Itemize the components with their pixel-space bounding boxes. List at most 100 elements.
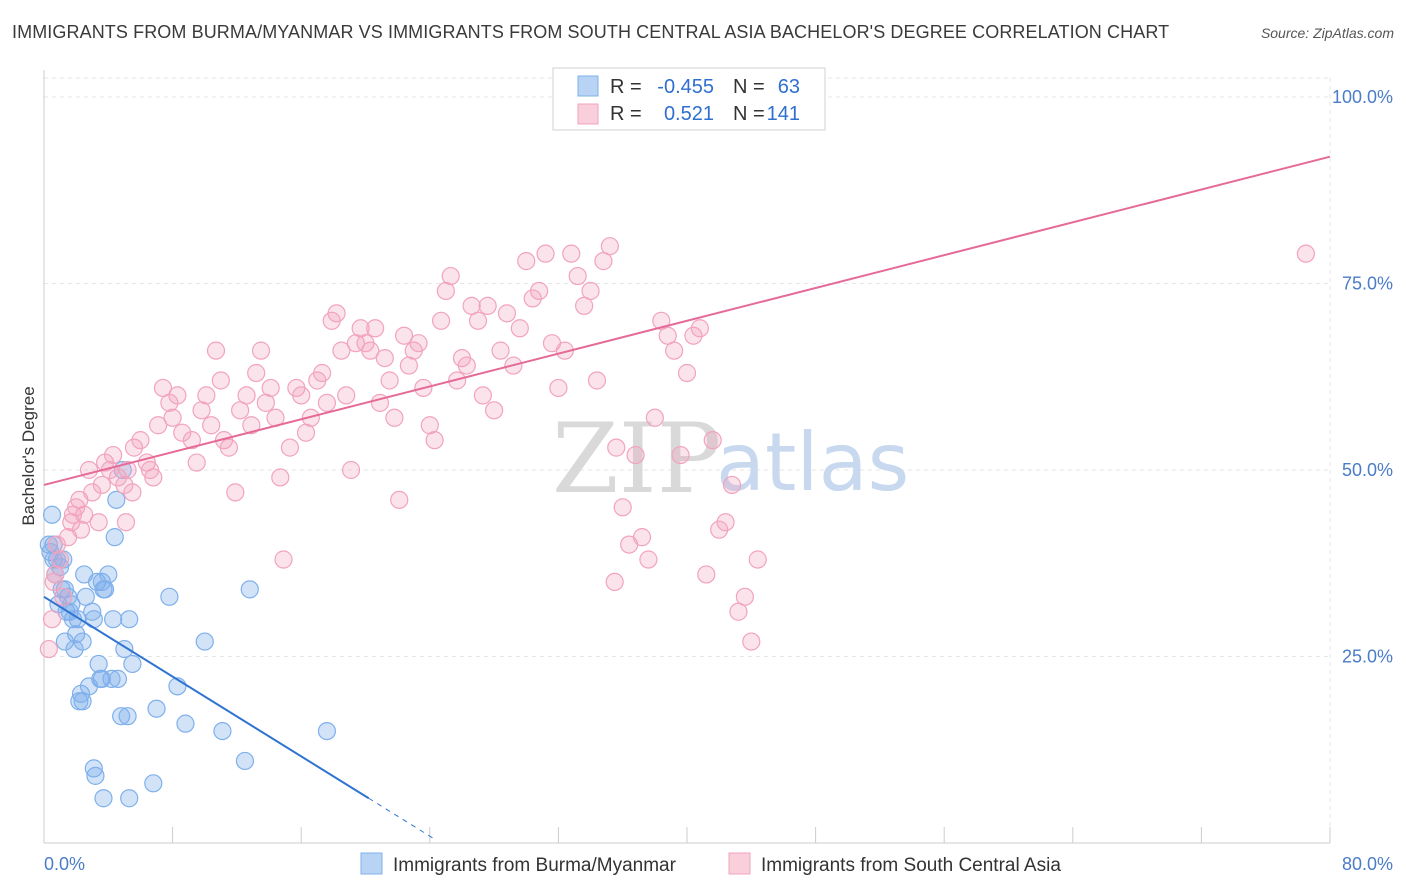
point-southasia <box>716 513 735 532</box>
point-southasia <box>530 281 549 301</box>
watermark-atlas: atlas <box>716 416 909 509</box>
legend-r-value-2: 0.521 <box>664 103 714 125</box>
point-southasia <box>697 565 716 584</box>
point-southasia <box>149 416 168 435</box>
point-southasia <box>197 386 216 405</box>
point-southasia <box>242 416 261 435</box>
y-tick-label: 100.0% <box>1332 87 1393 107</box>
point-southasia <box>144 468 163 487</box>
point-southasia <box>226 483 245 502</box>
point-burma <box>195 632 214 651</box>
point-burma <box>92 669 111 688</box>
point-southasia <box>722 475 742 495</box>
point-southasia <box>131 431 150 450</box>
point-southasia <box>292 386 311 405</box>
point-burma <box>89 654 108 674</box>
point-southasia <box>478 296 497 315</box>
point-burma <box>65 639 84 659</box>
legend-r-label-1: R = <box>610 76 642 98</box>
x-tick-label-max: 80.0% <box>1342 854 1393 874</box>
point-southasia <box>202 416 221 435</box>
point-burma <box>102 669 121 688</box>
legend-n-label-2: N = <box>733 103 765 125</box>
point-burma <box>86 766 105 785</box>
point-southasia <box>665 341 684 360</box>
trendline-burma-extension <box>368 797 434 839</box>
point-southasia <box>457 356 476 375</box>
point-burma <box>71 684 91 703</box>
point-southasia <box>473 386 492 405</box>
point-southasia <box>587 371 607 390</box>
point-southasia <box>83 483 102 502</box>
point-southasia <box>219 438 238 457</box>
point-southasia <box>632 528 652 547</box>
y-tick-label: 25.0% <box>1342 647 1393 667</box>
legend-swatch-southasia <box>577 103 599 125</box>
point-southasia <box>71 520 91 539</box>
point-burma <box>118 707 137 726</box>
points-layer <box>39 237 1315 808</box>
point-burma <box>112 707 131 726</box>
point-burma <box>107 490 126 509</box>
y-axis-label: Bachelor's Degree <box>19 386 38 525</box>
point-southasia <box>684 326 703 345</box>
legend-box: R = -0.455 N = 63 R = 0.521 N = 141 <box>552 67 826 131</box>
point-southasia <box>690 319 709 338</box>
axis-layer: 25.0% 50.0% 75.0% 100.0% 0.0% 80.0% <box>43 70 1393 874</box>
point-southasia <box>497 304 517 323</box>
point-southasia <box>468 311 488 330</box>
point-burma <box>105 528 124 547</box>
legend-n-label-1: N = <box>733 76 765 98</box>
point-burma <box>55 632 74 651</box>
point-southasia <box>317 393 337 412</box>
point-southasia <box>237 386 256 405</box>
point-burma <box>147 699 166 718</box>
point-southasia <box>735 587 754 606</box>
bottom-legend-swatch-southasia <box>728 852 751 875</box>
point-southasia <box>280 438 300 457</box>
point-southasia <box>510 319 529 338</box>
point-southasia <box>251 341 271 360</box>
bottom-legend-label-burma: Immigrants from Burma/Myanmar <box>393 855 677 876</box>
point-southasia <box>173 423 192 442</box>
point-southasia <box>42 610 62 629</box>
point-southasia <box>332 341 351 360</box>
point-southasia <box>409 334 428 353</box>
point-southasia <box>92 475 111 495</box>
point-burma <box>99 565 118 584</box>
watermark: ZIP atlas <box>552 403 909 515</box>
point-burma <box>84 759 103 778</box>
point-southasia <box>517 252 536 271</box>
point-southasia <box>375 349 394 368</box>
point-southasia <box>75 505 94 524</box>
legend-r-value-1: -0.455 <box>657 76 714 98</box>
legend-n-value-2: 141 <box>767 103 800 125</box>
point-burma <box>73 692 92 711</box>
point-southasia <box>742 632 761 651</box>
point-southasia <box>211 371 230 390</box>
legend-swatch-burma <box>577 75 599 97</box>
point-southasia <box>600 237 619 256</box>
point-southasia <box>123 483 142 502</box>
point-southasia <box>394 326 414 345</box>
point-burma <box>235 751 255 771</box>
point-burma <box>104 610 123 629</box>
point-burma <box>83 602 102 621</box>
x-tick-label-min: 0.0% <box>44 854 85 874</box>
point-southasia <box>677 363 697 383</box>
trend-layer <box>43 155 1331 839</box>
point-southasia <box>312 363 332 383</box>
point-burma <box>123 654 142 674</box>
point-southasia <box>274 550 293 569</box>
point-burma <box>160 587 179 606</box>
bottom-legend-swatch-burma <box>360 852 383 875</box>
legend-n-value-1: 63 <box>778 76 800 98</box>
point-southasia <box>104 445 123 465</box>
point-burma <box>317 721 337 741</box>
point-southasia <box>568 266 587 286</box>
point-burma <box>213 721 232 741</box>
point-southasia <box>431 311 451 330</box>
point-burma <box>108 669 128 688</box>
point-southasia <box>341 460 361 480</box>
point-southasia <box>562 244 581 263</box>
